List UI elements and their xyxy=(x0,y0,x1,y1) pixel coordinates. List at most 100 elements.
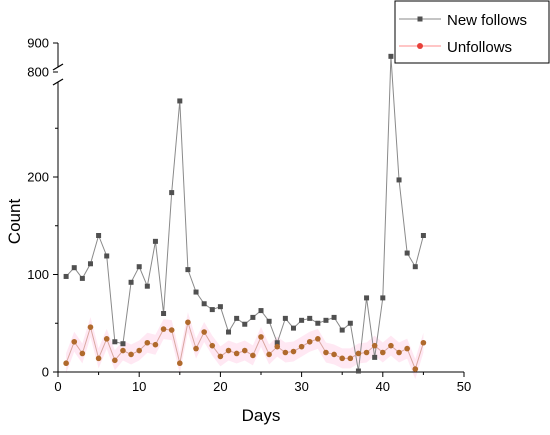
data-point xyxy=(95,355,102,362)
data-point xyxy=(120,341,126,347)
axis-break-mark xyxy=(52,78,64,86)
x-tick-label: 10 xyxy=(132,379,146,394)
data-point xyxy=(298,343,305,350)
data-point xyxy=(290,348,297,355)
legend-marker-unfollows xyxy=(417,43,423,49)
data-point xyxy=(315,336,321,342)
series-shading xyxy=(66,312,424,380)
data-point xyxy=(323,317,329,323)
y-axis-ticks: 0 100 200 800 900 xyxy=(27,36,58,380)
x-tick-label: 20 xyxy=(213,379,227,394)
legend-item-new-follows: New follows xyxy=(399,12,527,29)
data-point xyxy=(104,253,110,259)
y-tick-label: 900 xyxy=(27,36,49,51)
series-new-follows xyxy=(63,53,426,374)
data-point xyxy=(233,350,240,357)
data-point xyxy=(209,342,216,349)
data-point xyxy=(363,349,370,356)
data-point xyxy=(152,238,158,244)
data-point xyxy=(258,308,264,314)
data-point xyxy=(128,279,134,285)
data-point xyxy=(331,314,337,320)
data-point xyxy=(404,345,410,352)
data-point xyxy=(185,267,191,273)
y-axis-break-marks xyxy=(52,63,64,86)
data-point xyxy=(250,314,256,320)
data-point xyxy=(144,339,151,346)
data-point xyxy=(347,320,353,326)
data-point xyxy=(258,334,264,340)
axis-break-mark xyxy=(52,63,64,71)
data-point xyxy=(226,329,232,335)
unfollows-band xyxy=(66,312,424,380)
data-point xyxy=(71,338,78,345)
legend-label-new-follows: New follows xyxy=(447,12,527,29)
data-point xyxy=(234,315,240,321)
data-point xyxy=(168,327,175,333)
data-point xyxy=(266,351,272,358)
x-tick-label: 30 xyxy=(294,379,308,394)
x-axis-label: Days xyxy=(242,406,281,425)
data-point xyxy=(355,350,362,357)
data-point xyxy=(136,347,142,354)
y-axis-label: Count xyxy=(5,199,24,245)
data-point xyxy=(372,354,378,360)
data-point xyxy=(152,341,159,348)
data-point xyxy=(380,349,386,356)
data-point xyxy=(388,53,394,59)
series-layer xyxy=(63,53,427,374)
data-point xyxy=(388,342,394,349)
data-point xyxy=(225,347,232,354)
data-point xyxy=(136,264,142,270)
data-point xyxy=(404,250,410,256)
data-point xyxy=(177,98,183,104)
data-point xyxy=(307,315,313,321)
data-point xyxy=(299,317,305,323)
data-point xyxy=(217,304,223,310)
x-tick-label: 40 xyxy=(376,379,390,394)
y-tick-label: 100 xyxy=(27,267,49,282)
data-point xyxy=(112,339,118,345)
legend-label-unfollows: Unfollows xyxy=(447,39,512,56)
data-point xyxy=(71,265,77,271)
data-point xyxy=(412,366,419,372)
data-point xyxy=(371,342,378,349)
data-point xyxy=(266,318,272,324)
data-point xyxy=(87,261,93,267)
data-point xyxy=(282,315,288,321)
data-point xyxy=(63,273,69,279)
data-point xyxy=(144,283,150,289)
x-tick-label: 0 xyxy=(54,379,61,394)
data-point xyxy=(241,347,248,354)
data-point xyxy=(79,350,86,357)
data-point xyxy=(128,351,134,358)
data-point xyxy=(339,355,346,362)
data-point xyxy=(274,343,281,350)
data-point xyxy=(63,360,69,367)
data-point xyxy=(79,275,85,281)
data-point xyxy=(274,340,280,346)
legend-marker-new-follows xyxy=(417,16,423,22)
data-point xyxy=(87,324,94,330)
data-point xyxy=(347,355,354,362)
series-unfollows xyxy=(63,319,427,372)
data-point xyxy=(420,339,427,346)
data-point xyxy=(193,345,199,352)
data-point xyxy=(201,329,207,335)
data-point xyxy=(250,352,256,359)
data-point xyxy=(315,320,321,326)
data-point xyxy=(364,295,370,301)
data-point xyxy=(355,368,361,374)
data-point xyxy=(290,325,296,331)
data-point xyxy=(323,349,329,356)
data-point xyxy=(161,311,167,316)
data-point xyxy=(209,307,215,313)
data-point xyxy=(177,360,183,367)
data-point xyxy=(282,349,289,356)
data-point xyxy=(96,233,102,238)
data-point xyxy=(420,233,426,238)
data-point xyxy=(306,338,313,345)
data-point xyxy=(380,295,386,301)
data-point xyxy=(396,349,402,356)
